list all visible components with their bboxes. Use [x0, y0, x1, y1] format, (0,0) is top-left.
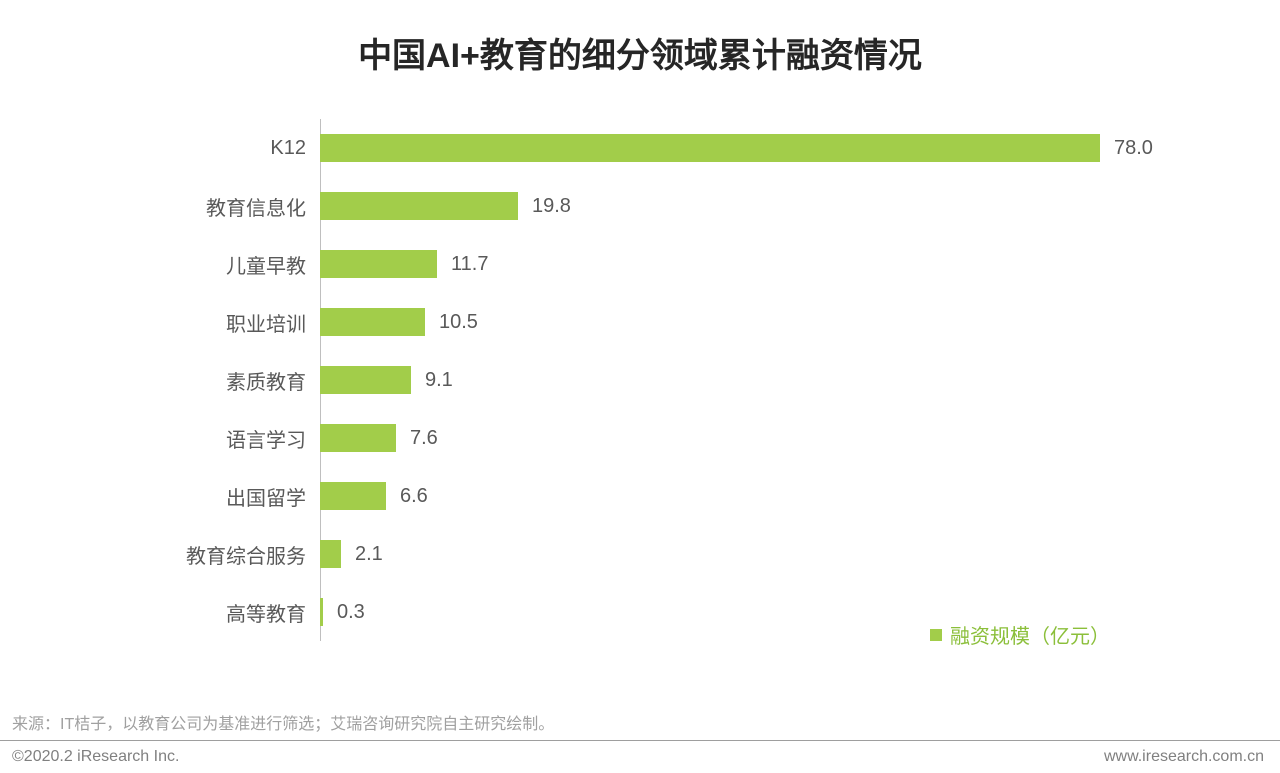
bar [320, 366, 411, 394]
category-label: K12 [120, 137, 320, 160]
bar-row: 职业培训 10.5 [120, 293, 1160, 351]
bar-row: 儿童早教 11.7 [120, 235, 1160, 293]
bar-row: 教育综合服务 2.1 [120, 525, 1160, 583]
bar-row: K12 78.0 [120, 119, 1160, 177]
category-label: 教育信息化 [120, 192, 320, 221]
value-label: 11.7 [451, 253, 488, 276]
bar [320, 192, 518, 220]
bar-track: 9.1 [320, 366, 1160, 394]
value-label: 78.0 [1114, 137, 1153, 160]
category-label: 素质教育 [120, 366, 320, 395]
bar-row: 教育信息化 19.8 [120, 177, 1160, 235]
bar-track: 19.8 [320, 192, 1160, 220]
bar [320, 540, 341, 568]
value-label: 6.6 [400, 485, 428, 508]
legend: 融资规模（亿元） [930, 620, 1110, 649]
bar [320, 308, 425, 336]
bar [320, 424, 396, 452]
category-label: 高等教育 [120, 598, 320, 627]
bar-track: 6.6 [320, 482, 1160, 510]
bar-track: 78.0 [320, 134, 1160, 162]
bar-track: 2.1 [320, 540, 1160, 568]
bar [320, 134, 1100, 162]
category-label: 出国留学 [120, 482, 320, 511]
bar-row: 出国留学 6.6 [120, 467, 1160, 525]
legend-label: 融资规模（亿元） [950, 620, 1110, 649]
bar [320, 598, 323, 626]
bar [320, 250, 437, 278]
bar-track: 7.6 [320, 424, 1160, 452]
bar-row: 语言学习 7.6 [120, 409, 1160, 467]
footer-divider [0, 740, 1280, 741]
value-label: 7.6 [410, 427, 438, 450]
value-label: 0.3 [337, 601, 365, 624]
value-label: 2.1 [355, 543, 383, 566]
value-label: 9.1 [425, 369, 453, 392]
bar [320, 482, 386, 510]
plot-area: K12 78.0 教育信息化 19.8 儿童早教 11.7 职业培训 10.5 素质教育 9.1 语… [120, 119, 1160, 641]
bar-track: 11.7 [320, 250, 1160, 278]
copyright-text: ©2020.2 iResearch Inc. [12, 748, 179, 766]
bar-row: 素质教育 9.1 [120, 351, 1160, 409]
value-label: 10.5 [439, 311, 478, 334]
legend-swatch [930, 629, 942, 641]
website-text: www.iresearch.com.cn [1104, 748, 1264, 766]
category-label: 儿童早教 [120, 250, 320, 279]
category-label: 语言学习 [120, 424, 320, 453]
chart-container: 中国AI+教育的细分领域累计融资情况 K12 78.0 教育信息化 19.8 儿童早教 1… [0, 0, 1280, 773]
category-label: 职业培训 [120, 308, 320, 337]
category-label: 教育综合服务 [120, 540, 320, 569]
source-text: 来源：IT桔子，以教育公司为基准进行筛选；艾瑞咨询研究院自主研究绘制。 [12, 710, 554, 734]
value-label: 19.8 [532, 195, 571, 218]
chart-title: 中国AI+教育的细分领域累计融资情况 [0, 28, 1280, 77]
bar-track: 10.5 [320, 308, 1160, 336]
